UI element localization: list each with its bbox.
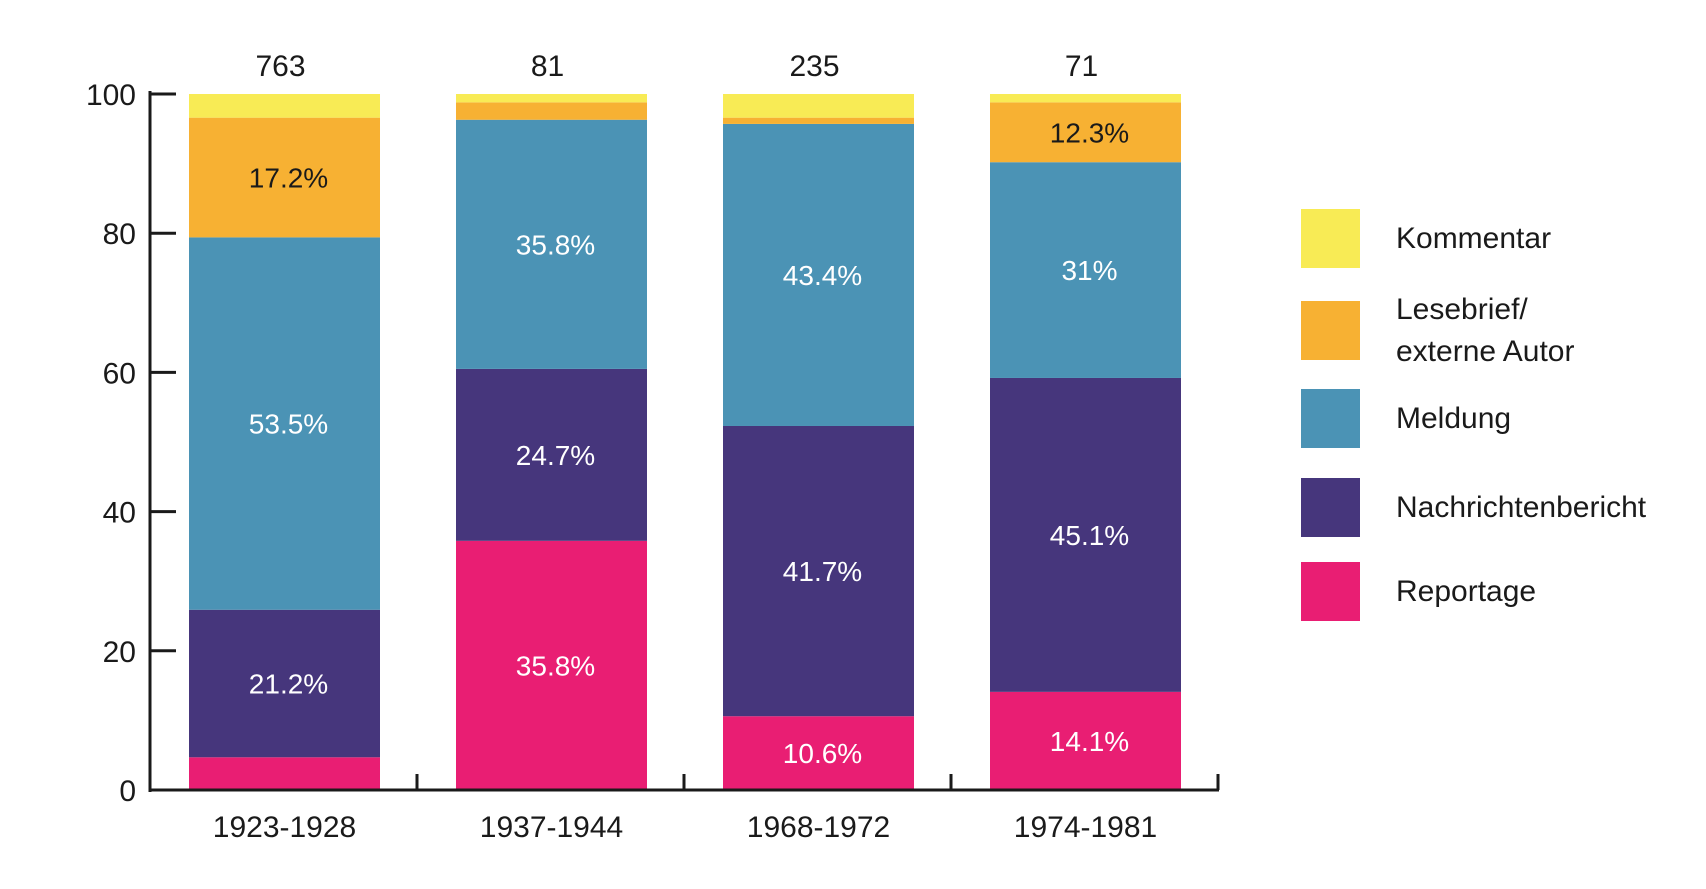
segment-value-label: 31% xyxy=(1061,255,1117,286)
bar-segment xyxy=(456,119,647,369)
segment-value-label: 21.2% xyxy=(249,669,328,700)
legend-swatch xyxy=(1301,301,1360,360)
legend-item: Meldung xyxy=(1301,389,1511,448)
bar-segment xyxy=(990,102,1181,163)
bar-segment xyxy=(189,237,380,610)
y-tick-label: 0 xyxy=(119,775,136,808)
bar-segment xyxy=(723,94,914,118)
segment-value-label: 24.7% xyxy=(516,440,595,471)
legend-swatch xyxy=(1301,209,1360,268)
legend: Kommentar Lesebrief/externe Autor Meldung N… xyxy=(1301,209,1647,621)
y-tick-label: 100 xyxy=(86,79,136,112)
legend-swatch xyxy=(1301,478,1360,537)
bar-segment xyxy=(456,368,647,541)
bar-segment xyxy=(189,757,380,790)
legend-item: Nachrichtenbericht xyxy=(1301,478,1647,537)
bar-segment xyxy=(723,716,914,790)
segment-value-label: 35.8% xyxy=(516,650,595,681)
segment-value-label: 45.1% xyxy=(1050,520,1129,551)
x-tick-label: 1968-1972 xyxy=(747,811,890,844)
legend-swatch xyxy=(1301,562,1360,621)
y-tick-label: 80 xyxy=(103,218,136,251)
bar-segment xyxy=(723,123,914,426)
bar-segment xyxy=(990,94,1181,103)
bar-segment xyxy=(990,377,1181,692)
y-tick-label: 20 xyxy=(103,636,136,669)
bar-segment xyxy=(189,117,380,238)
segment-value-label: 14.1% xyxy=(1050,726,1129,757)
legend-label: Reportage xyxy=(1396,575,1536,608)
legend-item: Lesebrief/externe Autor xyxy=(1301,293,1574,368)
y-tick-label: 60 xyxy=(103,357,136,390)
legend-item: Reportage xyxy=(1301,562,1536,621)
segment-value-label: 35.8% xyxy=(516,229,595,260)
bar-group: 14.1% 45.1% 31% 12.3% 71 1974-1981 xyxy=(990,50,1181,844)
segment-value-label: 12.3% xyxy=(1050,117,1129,148)
bars-group: 21.2%53.5%17.2%7631923-192835.8%24.7%35.… xyxy=(189,50,1181,844)
bar-total-label: 763 xyxy=(255,50,305,83)
axes-group: 0 20 40 60 80 100 xyxy=(86,79,1220,808)
bar-group: 21.2% 53.5% 17.2% 763 1923-1928 xyxy=(189,50,380,844)
bar-segment xyxy=(990,162,1181,378)
legend-label: Kommentar xyxy=(1396,222,1551,255)
bar-segment xyxy=(456,540,647,790)
bar-total-label: 71 xyxy=(1065,50,1098,83)
legend-swatch xyxy=(1301,389,1360,448)
bar-segment xyxy=(456,102,647,120)
bar-segment xyxy=(189,94,380,118)
legend-label: Nachrichtenbericht xyxy=(1396,491,1647,524)
bar-group: 35.8% 24.7% 35.8% 81 1937-1944 xyxy=(456,50,647,844)
segment-value-label: 43.4% xyxy=(783,260,862,291)
bar-segment xyxy=(189,609,380,758)
bar-segment xyxy=(723,117,914,124)
bar-total-label: 81 xyxy=(531,50,564,83)
y-tick-label: 40 xyxy=(103,497,136,530)
segment-value-label: 41.7% xyxy=(783,556,862,587)
bar-total-label: 235 xyxy=(789,50,839,83)
bar-group: 10.6% 41.7% 43.4% 235 1968-1972 xyxy=(723,50,914,844)
x-tick-label: 1937-1944 xyxy=(480,811,623,844)
legend-item: Kommentar xyxy=(1301,209,1551,268)
bar-segment xyxy=(990,691,1181,790)
bar-segment xyxy=(456,94,647,103)
segment-value-label: 53.5% xyxy=(249,409,328,440)
legend-label: Lesebrief/externe Autor xyxy=(1396,293,1574,368)
x-tick-label: 1974-1981 xyxy=(1014,811,1157,844)
x-tick-label: 1923-1928 xyxy=(213,811,356,844)
segment-value-label: 17.2% xyxy=(249,163,328,194)
segment-value-label: 10.6% xyxy=(783,738,862,769)
legend-label: Meldung xyxy=(1396,402,1511,435)
bar-segment xyxy=(723,425,914,717)
